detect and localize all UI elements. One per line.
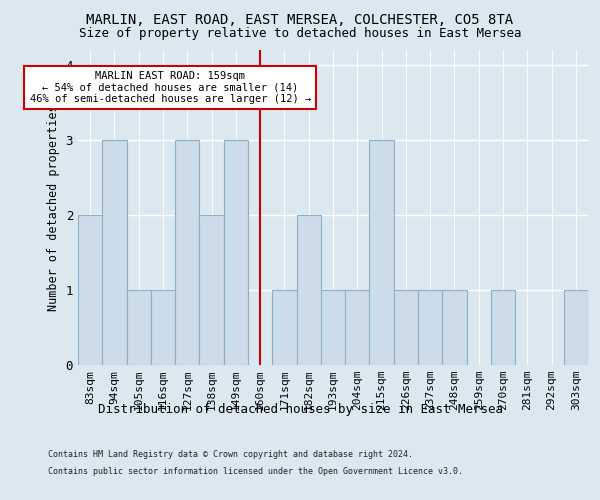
Text: Contains HM Land Registry data © Crown copyright and database right 2024.: Contains HM Land Registry data © Crown c…	[48, 450, 413, 459]
Text: Distribution of detached houses by size in East Mersea: Distribution of detached houses by size …	[97, 402, 503, 415]
Bar	[442, 290, 467, 365]
Bar	[199, 215, 224, 365]
Bar	[370, 140, 394, 365]
Text: Size of property relative to detached houses in East Mersea: Size of property relative to detached ho…	[79, 28, 521, 40]
Bar	[491, 290, 515, 365]
Bar	[224, 140, 248, 365]
Bar	[78, 215, 102, 365]
Bar	[296, 215, 321, 365]
Bar	[127, 290, 151, 365]
Bar	[418, 290, 442, 365]
Bar	[564, 290, 588, 365]
Bar	[345, 290, 370, 365]
Bar	[102, 140, 127, 365]
Text: Contains public sector information licensed under the Open Government Licence v3: Contains public sector information licen…	[48, 468, 463, 476]
Bar	[321, 290, 345, 365]
Bar	[272, 290, 296, 365]
Bar	[151, 290, 175, 365]
Bar	[175, 140, 199, 365]
Text: MARLIN EAST ROAD: 159sqm
← 54% of detached houses are smaller (14)
46% of semi-d: MARLIN EAST ROAD: 159sqm ← 54% of detach…	[29, 71, 311, 104]
Bar	[394, 290, 418, 365]
Y-axis label: Number of detached properties: Number of detached properties	[47, 104, 60, 311]
Text: MARLIN, EAST ROAD, EAST MERSEA, COLCHESTER, CO5 8TA: MARLIN, EAST ROAD, EAST MERSEA, COLCHEST…	[86, 12, 514, 26]
